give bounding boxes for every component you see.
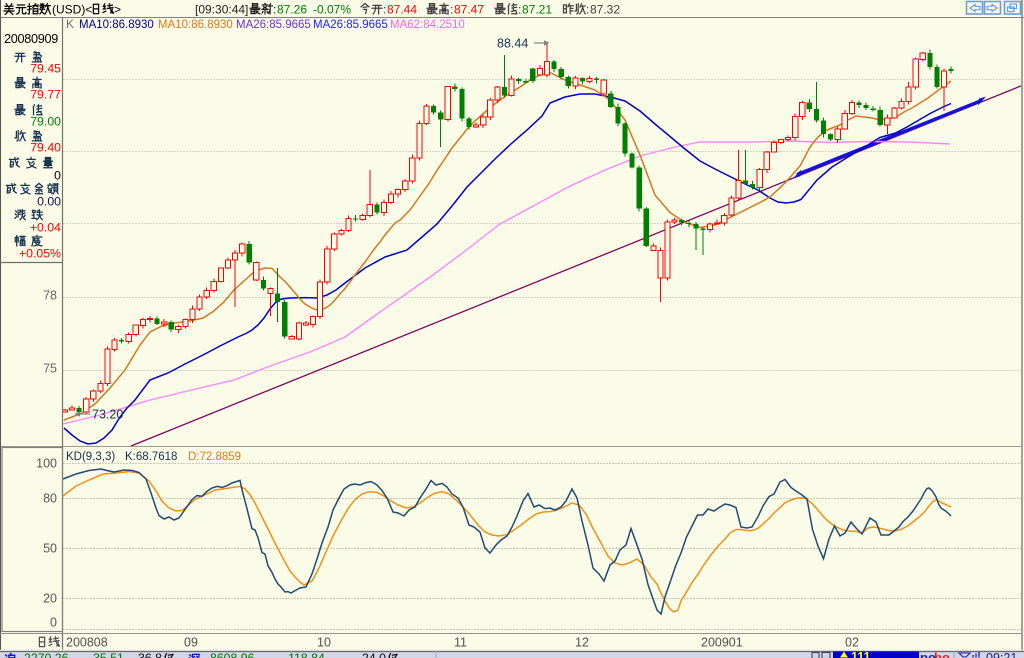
svg-text:75: 75 [43, 362, 57, 376]
svg-text:200808: 200808 [66, 636, 108, 650]
svg-text:79.00: 79.00 [30, 115, 61, 129]
svg-text:87.26: 87.26 [277, 3, 307, 17]
svg-text:87.44: 87.44 [387, 3, 417, 17]
svg-text:MA26:85.9665: MA26:85.9665 [236, 19, 311, 31]
svg-text:111: 111 [851, 650, 871, 658]
svg-text:-0.07%: -0.07% [313, 3, 351, 17]
svg-text:D:72.8859: D:72.8859 [188, 451, 241, 463]
svg-text:10: 10 [317, 636, 331, 650]
svg-text:20: 20 [43, 592, 57, 606]
svg-text:K: K [66, 17, 74, 31]
svg-text:-35.51: -35.51 [89, 651, 124, 658]
svg-text:88.44: 88.44 [497, 37, 528, 51]
svg-text:po: po [920, 650, 936, 658]
svg-text:>: > [114, 3, 121, 17]
svg-text:0: 0 [50, 616, 57, 630]
svg-text:09: 09 [184, 636, 198, 650]
svg-text:24.0: 24.0 [362, 651, 386, 658]
svg-text:MA62:84.2510: MA62:84.2510 [390, 19, 465, 31]
svg-text:100: 100 [36, 457, 57, 471]
svg-text:87.21: 87.21 [522, 3, 552, 17]
svg-text:73.20: 73.20 [92, 408, 123, 422]
svg-text:0.00: 0.00 [37, 195, 61, 209]
svg-text:79.77: 79.77 [30, 88, 61, 102]
svg-text:+0.05%: +0.05% [19, 247, 61, 261]
svg-text:K:68.7618: K:68.7618 [125, 451, 177, 463]
svg-text:80: 80 [43, 492, 57, 506]
svg-text::: : [586, 3, 589, 17]
svg-text::: : [383, 3, 386, 17]
svg-text:bo: bo [934, 650, 950, 658]
svg-text:200901: 200901 [701, 636, 743, 650]
svg-text:+0.04: +0.04 [30, 221, 61, 235]
svg-text::: : [450, 3, 453, 17]
svg-text:MA26:85.9665: MA26:85.9665 [313, 19, 388, 31]
svg-text:87.47: 87.47 [454, 3, 484, 17]
svg-text:[09:30:44]: [09:30:44] [195, 3, 248, 17]
svg-text:KD(9,3,3): KD(9,3,3) [66, 451, 115, 463]
svg-text:50: 50 [43, 542, 57, 556]
svg-text:36.8: 36.8 [138, 651, 162, 658]
svg-text:11: 11 [454, 636, 467, 650]
svg-text::: : [518, 3, 521, 17]
svg-text:12: 12 [575, 636, 589, 650]
svg-text:79.40: 79.40 [30, 141, 61, 155]
svg-text:(USD)<: (USD)< [52, 3, 92, 17]
svg-text:-118.84: -118.84 [284, 651, 325, 658]
svg-text:09:21: 09:21 [986, 651, 1017, 658]
svg-text:79.45: 79.45 [30, 62, 61, 76]
svg-text:0: 0 [54, 169, 61, 183]
svg-text:20080909: 20080909 [4, 32, 58, 46]
svg-text:02: 02 [845, 636, 859, 650]
svg-text:8608.96: 8608.96 [210, 651, 255, 658]
svg-text:2270.26: 2270.26 [24, 651, 69, 658]
svg-text:87.32: 87.32 [590, 3, 620, 17]
svg-text::: : [273, 3, 276, 17]
svg-text:MA10:86.8930: MA10:86.8930 [79, 19, 154, 31]
svg-text:78: 78 [43, 289, 57, 303]
svg-text:MA10:86.8930: MA10:86.8930 [158, 19, 233, 31]
